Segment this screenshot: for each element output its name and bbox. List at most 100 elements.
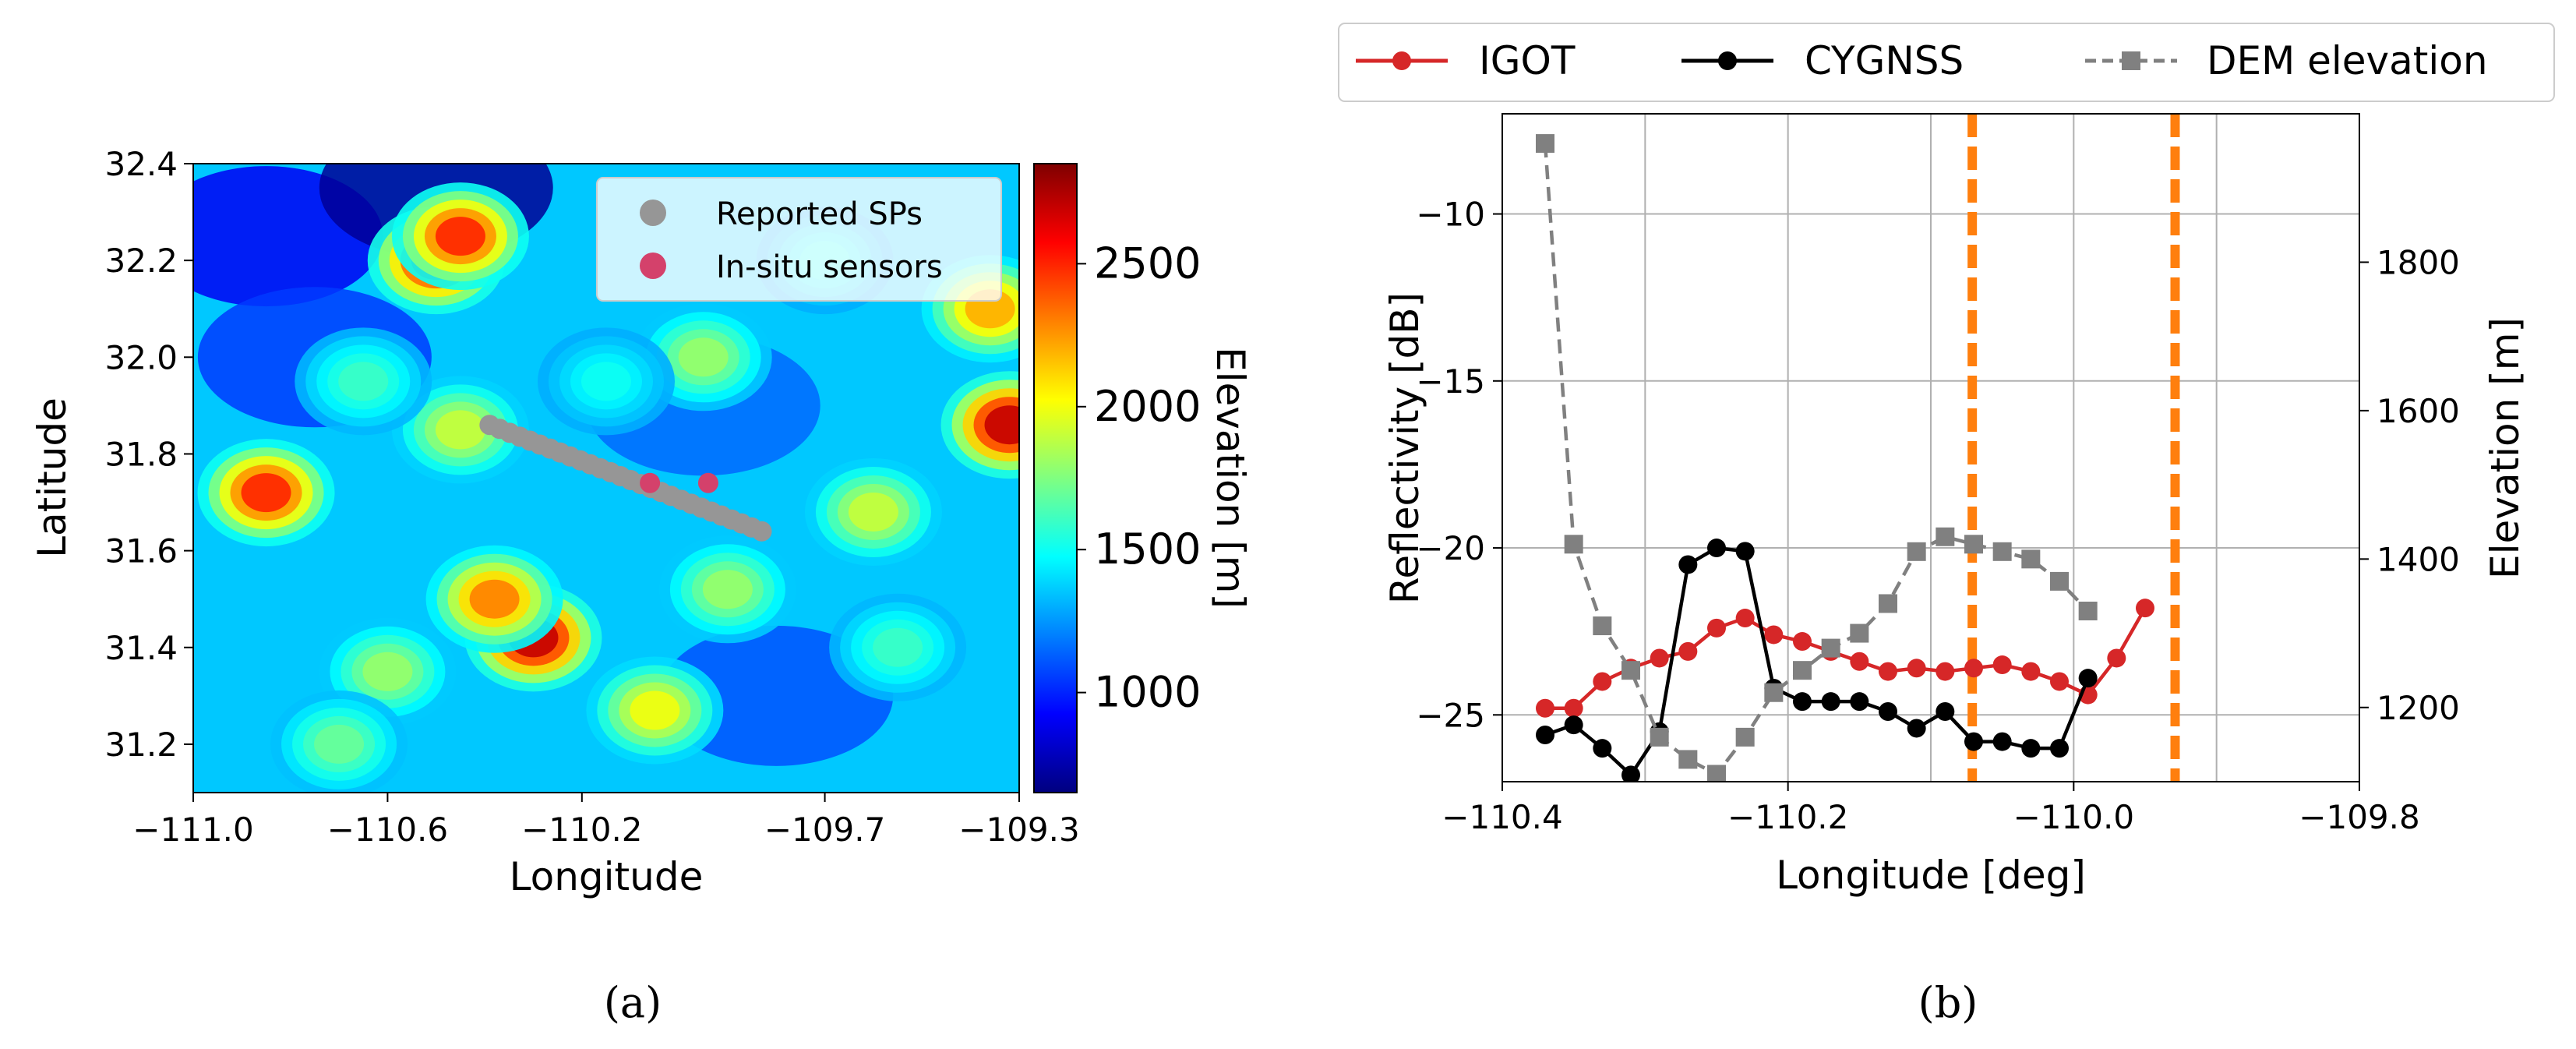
series-point-dem-elevation — [1992, 542, 2012, 561]
line-x-tick-label: −110.2 — [1727, 798, 1848, 836]
map-legend-box — [596, 177, 1002, 302]
reported-sps-track — [479, 415, 772, 542]
map-legend: Reported SPs In-situ sensors — [596, 177, 1002, 302]
series-point-dem-elevation — [1678, 750, 1698, 769]
series-point-dem-elevation — [1564, 535, 1583, 554]
series-point-igot — [1536, 698, 1554, 718]
series-point-igot — [1564, 698, 1583, 718]
colorbar-tick-label: 1000 — [1094, 668, 1201, 717]
map-x-tick-label: −109.7 — [764, 811, 885, 849]
series-point-igot — [1793, 632, 1812, 652]
series-point-dem-elevation — [1879, 594, 1897, 613]
line-legend-box — [1338, 23, 2555, 102]
series-point-igot — [1678, 641, 1698, 661]
panel-a-map: −111.0 −110.6 −110.2 −109.7 −109.3 31.231.43… — [30, 145, 1253, 899]
panel-b-line-chart: −110.4 −110.2 −110.0 −109.8 −25 −20 −15 −10 12… — [1338, 23, 2555, 898]
series-point-dem-elevation — [1707, 765, 1726, 782]
line-y-tick-label: −25 — [1416, 696, 1485, 734]
series-point-igot — [1650, 648, 1669, 668]
series-point-dem-elevation — [1936, 527, 1955, 546]
terrain-peak — [362, 652, 413, 691]
series-point-igot — [1764, 625, 1784, 645]
series-point-cygnss — [1621, 765, 1640, 782]
colorbar-label: Elevation [m] — [1208, 347, 1253, 609]
colorbar-ticks: 1000 1500 2000 2500 — [1077, 238, 1201, 717]
line-plot-frame — [1501, 113, 2360, 782]
line-x-ticks: −110.4 −110.2 −110.0 −109.8 — [1442, 782, 2420, 836]
line-x-tick-label: −110.0 — [2013, 798, 2134, 836]
map-y-ticks: 31.2 31.4 31.6 31.8 32.0 32.2 32.4 — [104, 145, 193, 764]
legend-marker-cygnss — [1718, 51, 1737, 70]
series-layer — [1536, 134, 2154, 782]
series-point-igot — [1735, 609, 1755, 628]
terrain-peak — [581, 362, 631, 401]
series-point-igot — [2021, 662, 2041, 681]
line-x-tick-label: −110.4 — [1442, 798, 1562, 836]
legend-marker-reported-sps — [640, 200, 666, 226]
series-point-igot — [1707, 618, 1726, 638]
line-y-tick-label: −15 — [1416, 362, 1485, 401]
series-point-cygnss — [1536, 726, 1554, 745]
series-point-igot — [2136, 599, 2154, 618]
series-point-cygnss — [1936, 702, 1955, 722]
panel-label-a: (a) — [604, 978, 662, 1027]
terrain-peak — [469, 579, 520, 619]
series-point-cygnss — [1593, 739, 1612, 758]
line-y-ticks: −25 −20 −15 −10 — [1416, 196, 1502, 734]
legend-label-igot: IGOT — [1479, 38, 1576, 83]
colorbar-tick-label: 2000 — [1094, 382, 1201, 431]
map-x-tick-label: −110.2 — [521, 811, 642, 849]
in-situ-sensor-point — [640, 472, 661, 493]
line-y2-tick-label: 1200 — [2377, 689, 2460, 727]
line-y2-tick-label: 1600 — [2377, 392, 2460, 430]
legend-label-dem: DEM elevation — [2207, 38, 2488, 83]
terrain-layer — [193, 164, 1019, 793]
colorbar-tick-label: 1500 — [1094, 524, 1201, 574]
line-legend: IGOT CYGNSS DEM elevation — [1338, 23, 2555, 102]
map-x-tick-label: −110.6 — [327, 811, 448, 849]
series-point-cygnss — [1564, 715, 1583, 735]
in-situ-sensors — [640, 472, 718, 493]
series-point-dem-elevation — [1850, 623, 1869, 643]
legend-marker-in-situ-sensors — [640, 253, 666, 279]
series-point-dem-elevation — [1821, 638, 1840, 658]
map-y-tick-label: 32.0 — [104, 338, 178, 376]
reported-sp-point — [751, 521, 772, 542]
line-y-tick-label: −10 — [1416, 196, 1485, 234]
series-point-cygnss — [1678, 555, 1698, 574]
legend-label-cygnss: CYGNSS — [1805, 38, 1964, 83]
series-point-igot — [2107, 648, 2126, 668]
terrain-peak — [984, 405, 1019, 445]
line-y2-tick-label: 1800 — [2377, 243, 2460, 281]
series-point-cygnss — [1821, 692, 1840, 712]
legend-marker-dem — [2122, 51, 2140, 70]
in-situ-sensor-point — [697, 472, 718, 493]
series-point-cygnss — [1850, 692, 1869, 712]
series-point-dem-elevation — [2050, 571, 2069, 591]
series-point-cygnss — [2050, 739, 2069, 758]
map-x-ticks: −111.0 −110.6 −110.2 −109.7 −109.3 — [132, 793, 1080, 849]
series-point-dem-elevation — [1593, 616, 1612, 636]
series-point-cygnss — [1707, 539, 1726, 558]
terrain-peak — [435, 410, 485, 450]
colorbar — [1033, 163, 1078, 793]
series-point-cygnss — [1992, 732, 2012, 751]
series-point-dem-elevation — [1764, 683, 1784, 702]
series-point-dem-elevation — [2021, 549, 2041, 569]
legend-label-reported-sps: Reported SPs — [716, 196, 923, 232]
map-y-tick-label: 31.4 — [104, 629, 178, 667]
series-point-cygnss — [1793, 692, 1812, 712]
series-point-dem-elevation — [2078, 601, 2098, 620]
series-point-igot — [1907, 659, 1926, 678]
series-point-dem-elevation — [1907, 542, 1926, 561]
line-y2-axis-label: Elevation [m] — [2482, 317, 2528, 579]
map-x-tick-label: −109.3 — [958, 811, 1079, 849]
panel-label-b: (b) — [1918, 978, 1978, 1027]
series-point-igot — [2050, 672, 2069, 691]
terrain-peak — [678, 337, 729, 377]
series-point-cygnss — [1907, 719, 1926, 738]
line-y2-tick-label: 1400 — [2377, 540, 2460, 578]
map-frame — [192, 163, 1020, 793]
series-point-cygnss — [2078, 669, 2098, 688]
terrain-peak — [630, 691, 680, 730]
